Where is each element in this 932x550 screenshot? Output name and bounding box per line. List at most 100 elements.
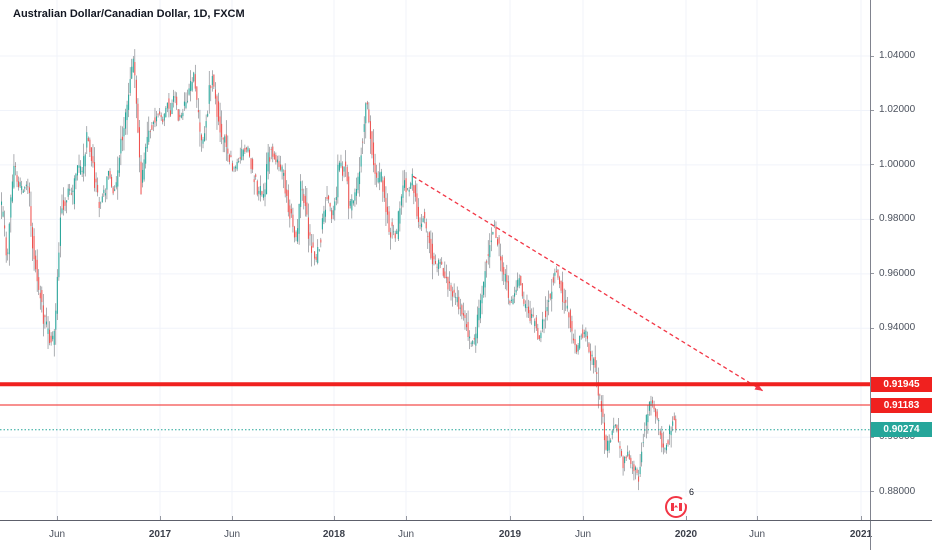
y-axis-tick-label: 0.88000 (879, 485, 916, 497)
candle-body (343, 166, 345, 172)
candle-body (278, 161, 280, 167)
candle-body (549, 293, 551, 299)
candle-body (255, 174, 257, 177)
candle-body (250, 158, 252, 169)
time-axis[interactable]: Jun 2017 Jun 2018 Jun 2019 Jun 2020 Jun 2021 (0, 516, 872, 550)
candle-body (594, 357, 596, 368)
candle-body (49, 329, 51, 344)
candle-body (86, 132, 88, 148)
candle-body (239, 157, 241, 160)
candle-body (455, 296, 457, 298)
candle-body (441, 261, 443, 265)
candle-body (64, 201, 66, 206)
candle-body (208, 85, 210, 104)
candle-body (535, 317, 537, 329)
candle-body (493, 224, 495, 226)
candle-body (187, 100, 189, 102)
candle-body (87, 138, 89, 142)
candle-body (428, 232, 430, 244)
candle-body (107, 170, 109, 176)
y-axis-tick-label: 1.02000 (879, 104, 916, 116)
candle-body (619, 445, 621, 449)
price-axis[interactable]: 1.04000 1.02000 1.00000 0.98000 0.96000 0.940… (870, 0, 932, 550)
candle-body (529, 310, 531, 322)
candle-body (90, 147, 92, 161)
candle-body (507, 281, 509, 298)
candle-body (182, 112, 184, 117)
candle-body (452, 291, 454, 297)
candle-body (331, 210, 333, 219)
candle-body (45, 321, 47, 325)
candle-body (264, 189, 266, 197)
trendline[interactable] (412, 175, 764, 392)
candle-body (266, 164, 268, 195)
candle-body (307, 217, 309, 239)
candle-body (453, 289, 455, 293)
candle-body (83, 156, 85, 174)
candle-body (391, 222, 393, 227)
candle-body (259, 185, 261, 196)
candle-body (563, 301, 565, 303)
candle-body (8, 223, 10, 255)
candle-body (75, 174, 77, 181)
candle-body (490, 240, 492, 243)
x-axis-tick-label: Jun (748, 529, 766, 540)
candle-body (224, 136, 226, 143)
candle-body (518, 278, 520, 286)
candle-body (497, 239, 499, 245)
candle-body (293, 226, 295, 238)
candle-body (638, 476, 640, 482)
candle-body (117, 170, 119, 187)
candle-body (252, 159, 254, 170)
candle-body (512, 298, 514, 304)
candle-body (506, 275, 508, 283)
x-axis-tick-label: 2021 (849, 529, 873, 540)
candle-body (628, 454, 630, 459)
candle-body (433, 256, 435, 260)
candle-body (131, 66, 133, 79)
candle-body (326, 197, 328, 200)
candle-body (621, 450, 623, 456)
candle-body (402, 185, 404, 198)
candle-body (213, 74, 215, 87)
candle-body (269, 157, 271, 162)
candle-body (151, 125, 153, 130)
x-axis-tick-label: 2017 (148, 529, 172, 540)
candle-body (390, 232, 392, 238)
candle-body (152, 122, 154, 124)
symbol-legend[interactable]: Australian Dollar/Canadian Dollar, 1D, F… (13, 8, 245, 20)
candle-body (149, 131, 151, 132)
y-axis-tick-label: 0.96000 (879, 267, 916, 279)
candle-body (458, 296, 460, 310)
candle-body (146, 136, 148, 149)
candle-body (25, 184, 27, 187)
candle-body (238, 161, 240, 162)
candle-body (540, 332, 542, 339)
candle-body (479, 300, 481, 319)
candle-body (532, 314, 534, 317)
candle-body (261, 191, 263, 195)
candle-body (311, 246, 313, 253)
candle-body (329, 203, 331, 207)
candle-body (61, 208, 63, 214)
y-axis-tick (870, 164, 874, 166)
candle-body (63, 200, 65, 210)
candle-body (662, 443, 664, 448)
candle-body (118, 157, 120, 173)
candle-body (354, 192, 356, 201)
candle-body (617, 428, 619, 442)
candle-body (200, 134, 202, 141)
candle-body (340, 162, 342, 167)
candle-body (498, 237, 500, 244)
x-axis-tick (757, 516, 758, 521)
y-axis-tick-label: 1.04000 (879, 50, 916, 61)
candle-body (359, 171, 361, 185)
candle-body (42, 305, 44, 324)
candle-body (607, 440, 609, 451)
candle-body (355, 188, 357, 196)
candle-body (410, 183, 412, 189)
candle-body (323, 211, 325, 222)
candle-body (78, 165, 80, 168)
candle-body (483, 281, 485, 295)
